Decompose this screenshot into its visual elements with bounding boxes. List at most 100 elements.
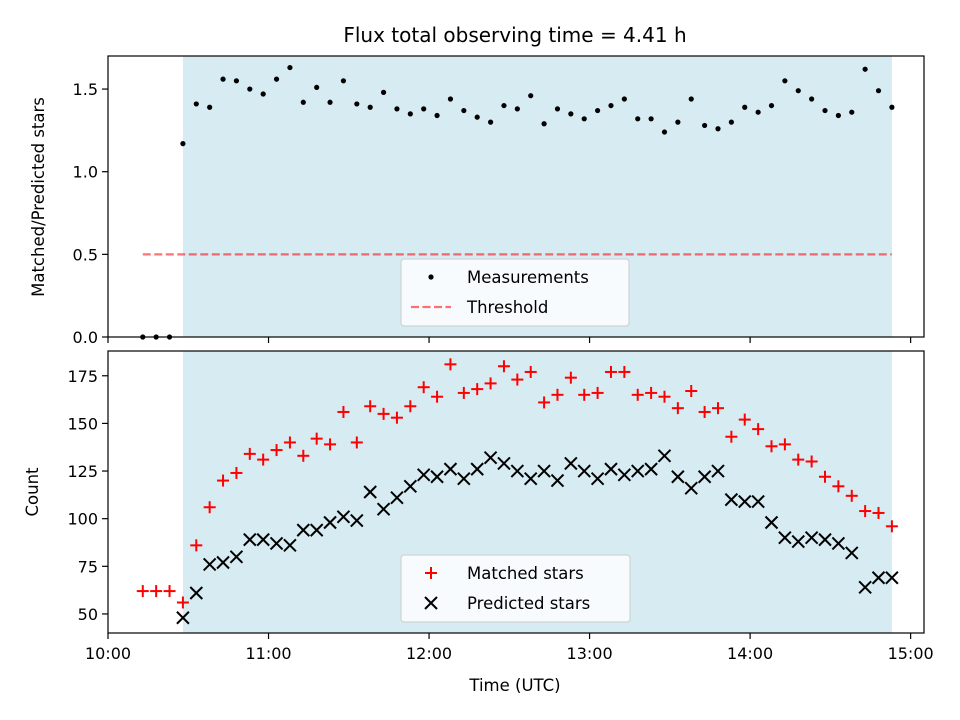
measurement-point xyxy=(822,107,828,114)
predicted-stars-legend-label: Predicted stars xyxy=(467,594,590,613)
measurement-point xyxy=(849,109,855,115)
matched-star-point xyxy=(404,400,417,413)
matched-star-point xyxy=(631,388,644,401)
chart-title: Flux total observing time = 4.41 h xyxy=(343,23,686,47)
matched-star-point xyxy=(645,386,658,399)
matched-star-point xyxy=(551,388,564,401)
predicted-star-point xyxy=(243,532,257,547)
x-tick-label: 15:00 xyxy=(888,644,934,663)
predicted-star-point xyxy=(470,462,484,476)
measurement-point xyxy=(247,86,253,92)
predicted-star-point xyxy=(403,479,418,493)
measurement-point xyxy=(314,84,320,91)
ratio-y-tick-label: 0.0 xyxy=(73,328,98,347)
measurement-point xyxy=(220,76,226,82)
x-tick-label: 12:00 xyxy=(406,644,452,663)
measurement-point xyxy=(367,104,373,110)
measurement-point xyxy=(568,111,574,117)
matched-star-point xyxy=(832,480,845,493)
measurement-point xyxy=(354,101,360,107)
matched-star-point xyxy=(685,385,698,398)
matched-star-point xyxy=(671,402,684,415)
measurement-point xyxy=(862,66,868,72)
x-tick-label: 14:00 xyxy=(727,644,773,663)
matched-star-point xyxy=(243,447,256,460)
x-tick-label: 13:00 xyxy=(567,644,613,663)
predicted-star-point xyxy=(791,534,805,549)
matched-star-point xyxy=(711,402,724,415)
measurement-point xyxy=(273,76,280,82)
measurement-point xyxy=(447,96,454,102)
matched-star-point xyxy=(658,390,671,403)
count-y-tick-label: 125 xyxy=(67,462,98,481)
measurement-point xyxy=(742,104,748,110)
matched-star-point xyxy=(310,432,323,445)
measurement-point xyxy=(809,96,815,102)
ratio-y-tick-label: 1.0 xyxy=(73,163,98,182)
measurement-point xyxy=(327,99,333,105)
measurement-point xyxy=(233,78,240,84)
predicted-star-point xyxy=(510,464,525,478)
ratio-plot-frame xyxy=(107,55,925,338)
matched-star-point xyxy=(497,360,510,373)
count-legend-box xyxy=(400,554,631,623)
matched-star-point xyxy=(297,449,310,462)
predicted-star-point xyxy=(430,470,444,484)
predicted-star-point xyxy=(577,464,591,478)
predicted-star-point xyxy=(604,462,618,476)
measurement-point xyxy=(514,106,520,112)
matched-star-point xyxy=(765,440,778,453)
predicted-star-point xyxy=(269,536,284,551)
predicted-star-point xyxy=(671,470,685,484)
predicted-star-point xyxy=(764,515,779,530)
measurement-point xyxy=(340,78,347,84)
measurement-point xyxy=(554,106,561,112)
matched-star-point xyxy=(872,506,885,519)
matched-star-point xyxy=(324,438,337,451)
predicted-star-point xyxy=(631,464,645,478)
measurement-point xyxy=(875,88,882,94)
matched-star-point xyxy=(524,365,537,378)
predicted-star-point xyxy=(296,523,311,537)
matched-star-point xyxy=(511,373,524,386)
predicted-star-point xyxy=(350,513,364,528)
predicted-star-point xyxy=(483,450,498,465)
predicted-star-point xyxy=(845,546,859,560)
measurement-point xyxy=(795,88,801,94)
matched-star-point xyxy=(444,358,457,371)
measurement-point xyxy=(581,116,587,122)
measurement-point xyxy=(501,102,507,109)
matched-star-point xyxy=(752,423,765,436)
matched-star-point xyxy=(377,407,390,420)
predicted-star-point xyxy=(724,492,739,507)
predicted-star-point xyxy=(590,471,605,486)
measurement-point xyxy=(648,116,654,122)
predicted-star-point xyxy=(778,531,792,545)
matched-star-point xyxy=(738,413,751,426)
measurement-point xyxy=(635,116,641,122)
predicted-star-point xyxy=(711,464,725,478)
measurement-point xyxy=(421,106,427,112)
count-y-tick-label: 100 xyxy=(67,510,98,529)
matched-star-point xyxy=(390,411,403,424)
measurement-point xyxy=(474,114,480,120)
predicted-star-point xyxy=(858,580,872,594)
predicted-star-point xyxy=(363,485,377,499)
measurements-legend-marker xyxy=(428,274,434,280)
measurement-point xyxy=(702,122,708,129)
matched-star-point xyxy=(283,436,296,449)
measurement-point xyxy=(661,129,668,135)
matched-star-point xyxy=(364,400,377,413)
predicted-star-point xyxy=(283,538,297,553)
ratio-y-tick-label: 1.5 xyxy=(73,80,98,99)
matched-star-point xyxy=(618,365,631,378)
measurement-point xyxy=(541,121,547,127)
matched-star-point xyxy=(257,453,270,466)
predicted-star-point xyxy=(751,494,765,509)
ratio-legend: Measurements Threshold xyxy=(400,258,630,327)
measurement-point xyxy=(755,109,761,115)
matched-star-point xyxy=(578,388,591,401)
matched-star-point xyxy=(484,377,497,390)
matched-star-point xyxy=(471,383,484,396)
matched-star-point xyxy=(417,381,430,394)
